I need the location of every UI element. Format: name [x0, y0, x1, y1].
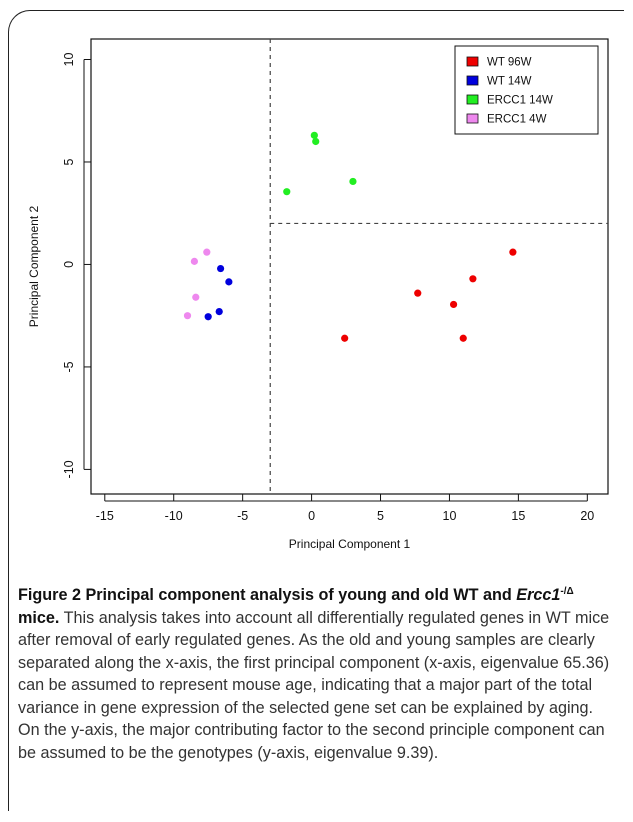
data-point	[190, 257, 198, 265]
x-tick-label: 10	[443, 509, 457, 523]
data-point	[509, 248, 517, 256]
caption-title: Figure 2 Principal component analysis of…	[18, 586, 574, 627]
legend-entry: WT 96W	[487, 57, 532, 69]
legend-entry: ERCC1 14W	[487, 95, 553, 107]
caption-title-end: mice.	[18, 608, 60, 627]
legend-swatch	[466, 94, 479, 105]
data-point	[204, 313, 212, 321]
data-point	[216, 264, 225, 273]
figure-frame	[8, 10, 624, 811]
data-point	[312, 137, 320, 146]
data-point	[192, 293, 200, 301]
x-tick-label: -15	[96, 509, 114, 523]
legend-entry: ERCC1 4W	[487, 114, 547, 126]
data-point	[225, 278, 233, 286]
y-tick-label: 0	[62, 261, 76, 268]
data-point	[459, 334, 467, 342]
caption-gene-name: Ercc1	[516, 586, 561, 604]
caption-figure-label: Figure 2 Principal component analysis of…	[18, 586, 517, 604]
y-axis-label: Principal Component 2	[27, 205, 41, 327]
x-tick-label: 20	[580, 509, 594, 523]
x-tick-label: 0	[308, 509, 315, 523]
data-point	[414, 289, 422, 297]
x-tick-label: -5	[237, 509, 248, 523]
x-tick-label: -10	[165, 509, 183, 523]
data-point	[449, 300, 458, 309]
legend-entry: WT 14W	[487, 76, 532, 88]
figure-caption: Figure 2 Principal component analysis of…	[18, 584, 616, 764]
x-axis-label: Principal Component 1	[289, 537, 411, 551]
legend-swatch	[466, 75, 479, 86]
data-point	[310, 131, 318, 139]
data-point	[203, 248, 211, 256]
data-point	[341, 334, 349, 342]
data-point	[349, 177, 357, 186]
x-tick-label: 5	[377, 509, 384, 523]
legend-swatch	[466, 113, 479, 124]
data-point	[469, 275, 477, 283]
legend-box	[454, 45, 599, 135]
y-tick-label: 5	[62, 158, 76, 165]
caption-gene-superscript: -/Δ	[560, 586, 574, 597]
pca-scatter-chart: -15 -10 -5 0 5 10 15 20 -10 -5 0 5 10 Principal Com…	[27, 38, 609, 551]
data-point	[215, 307, 223, 316]
data-point	[183, 312, 192, 320]
plot-area	[90, 38, 609, 495]
y-tick-label: -5	[62, 361, 76, 372]
x-tick-label: 15	[511, 509, 525, 523]
data-point	[283, 188, 291, 196]
y-tick-label: -10	[62, 460, 76, 478]
caption-body: This analysis takes into account all dif…	[18, 608, 610, 762]
legend: WT 96W WT 14W ERCC1 14W ERCC1 4W	[454, 45, 599, 135]
legend-swatch	[466, 56, 479, 67]
y-tick-label: 10	[62, 52, 76, 66]
